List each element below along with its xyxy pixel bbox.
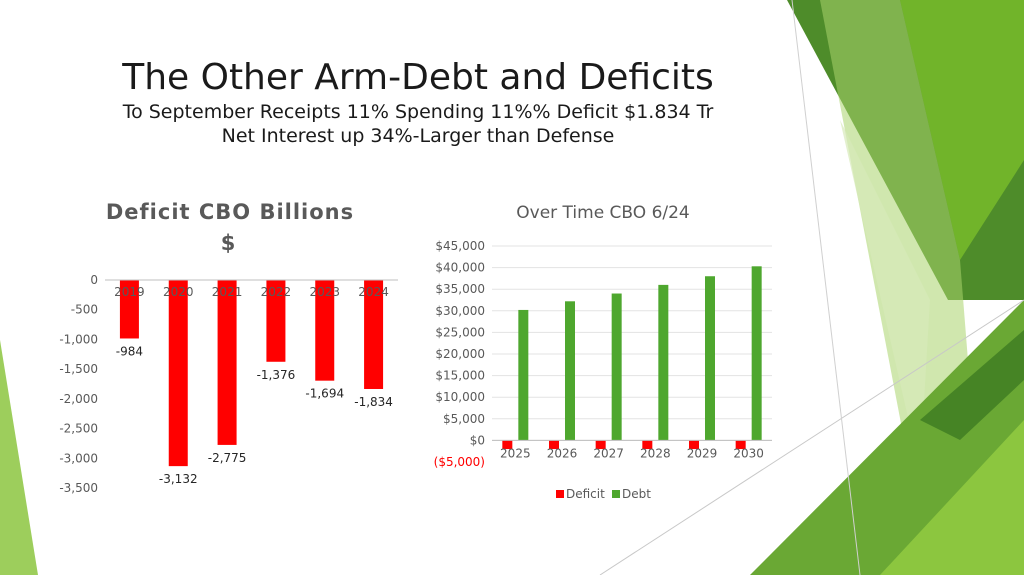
chart-title: Deficit CBO Billions [106, 200, 354, 224]
y-tick-label: -2,500 [59, 422, 98, 436]
deficit-bar [119, 280, 139, 339]
y-tick-label: -2,000 [59, 392, 98, 406]
legend-swatch-debt [612, 490, 620, 498]
debt-over-time-chart: Over Time CBO 6/24 $45,000 $40,000 $35,000 $… [434, 203, 772, 501]
y-tick-label: $20,000 [435, 347, 485, 361]
bar-data-label: -1,376 [257, 368, 296, 382]
y-tick-label: $25,000 [435, 325, 485, 339]
deficit-bar [364, 280, 384, 389]
right-green-facet-top [900, 0, 1024, 260]
y-tick-label: $15,000 [435, 369, 485, 383]
x-tick-label: 2022 [261, 285, 292, 299]
y-tick-label: 0 [90, 273, 98, 287]
y-tick-label: $40,000 [435, 261, 485, 275]
bar-data-label: -2,775 [208, 451, 247, 465]
deficit-bar [595, 440, 606, 450]
right-pale-facet [840, 120, 930, 470]
deficit-bar [502, 440, 513, 450]
debt-bar [611, 293, 622, 441]
chart-title: Over Time CBO 6/24 [516, 203, 690, 223]
y-tick-label: $0 [470, 433, 485, 447]
right-dark-facet-bottom [920, 330, 1024, 440]
deficit-bar [217, 280, 237, 445]
y-tick-label: $30,000 [435, 304, 485, 318]
deficit-bar [689, 440, 699, 450]
x-tick-label: 2019 [114, 285, 145, 299]
y-tick-label: -3,500 [59, 481, 98, 495]
deficit-bar [735, 440, 746, 450]
x-tick-label: 2024 [358, 285, 389, 299]
debt-bar [565, 301, 575, 441]
y-tick-label: $45,000 [435, 239, 485, 253]
right-lime-facet [880, 420, 1024, 575]
x-tick-label: 2026 [547, 446, 578, 460]
y-tick-label: $5,000 [443, 412, 485, 426]
slide-title: The Other Arm-Debt and Deficits [122, 57, 714, 98]
y-tick-label: -3,000 [59, 451, 98, 465]
y-tick-label: $35,000 [435, 282, 485, 296]
deficit-bar-chart: Deficit CBO Billions $0 -500 -1,000 -1,500 -2… [59, 200, 398, 495]
legend-label-deficit: Deficit [566, 487, 605, 501]
x-tick-label: 2027 [593, 446, 624, 460]
y-tick-label: -500 [71, 303, 98, 317]
thin-decor-line [599, 299, 1024, 575]
y-tick-label: -1,500 [59, 362, 98, 376]
bar-data-label: -3,132 [159, 472, 198, 486]
y-tick-label: -1,000 [59, 332, 98, 346]
deficit-bar [549, 440, 559, 450]
deficit-bar [168, 280, 188, 467]
x-tick-label: 2030 [733, 446, 764, 460]
x-tick-label: 2021 [212, 285, 243, 299]
deficit-bar [315, 280, 335, 381]
y-tick-label: $10,000 [435, 390, 485, 404]
slide-subtitle-line-2: Net Interest up 34%-Larger than Defense [221, 125, 615, 147]
x-tick-label: 2029 [687, 446, 718, 460]
x-tick-label: 2020 [163, 285, 194, 299]
slide-subtitle-line-1: To September Receipts 11% Spending 11%% … [122, 101, 714, 123]
deficit-bar [642, 440, 653, 450]
debt-bar [518, 309, 529, 441]
bar-data-label: -1,834 [354, 395, 393, 409]
thin-decor-line [791, 0, 861, 575]
debt-bar [658, 284, 669, 441]
left-green-facet [0, 340, 38, 575]
title-block: The Other Arm-Debt and Deficits To Septe… [60, 56, 776, 148]
bar-data-label: -984 [116, 344, 143, 358]
legend-label-debt: Debt [622, 487, 651, 501]
debt-bar [705, 276, 715, 441]
chart-title-line-2: $ [221, 231, 236, 255]
x-tick-label: 2023 [309, 285, 340, 299]
deficit-bar [266, 280, 286, 362]
debt-bar [751, 266, 762, 441]
x-tick-label: 2028 [640, 446, 671, 460]
legend-swatch-deficit [556, 490, 564, 498]
bar-data-label: -1,694 [305, 387, 344, 401]
x-tick-label: 2025 [500, 446, 531, 460]
y-tick-label: ($5,000) [434, 455, 485, 469]
